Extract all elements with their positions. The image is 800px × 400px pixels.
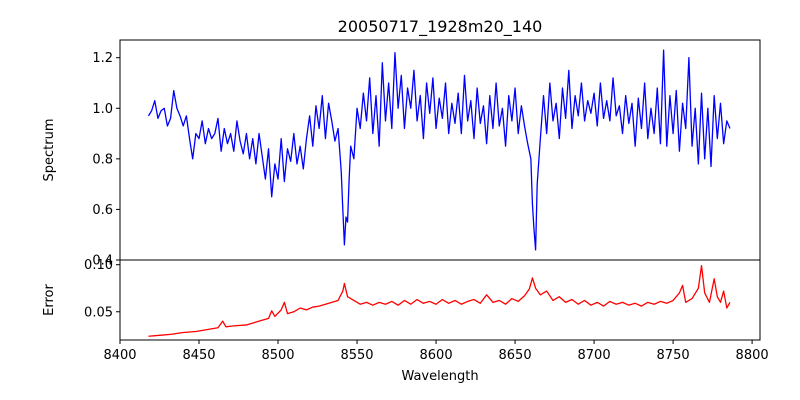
error-axes-frame bbox=[119, 259, 761, 341]
error-y-tick-label: 0.10 bbox=[84, 258, 113, 273]
x-tick-label: 8750 bbox=[657, 348, 690, 363]
x-tick-label: 8650 bbox=[499, 348, 532, 363]
error-panel: 0.05 0.10 8400 8450 8500 8550 8600 8650 8700 8750… bbox=[84, 258, 769, 363]
spectrum-series-line bbox=[147, 49, 731, 251]
x-tick-label: 8450 bbox=[182, 348, 215, 363]
error-series-line bbox=[148, 265, 731, 337]
spectrum-y-tick-label: 1.0 bbox=[92, 102, 113, 117]
x-tick-label: 8550 bbox=[340, 348, 373, 363]
x-axis-label: Wavelength bbox=[401, 369, 478, 384]
error-y-tick-label: 0.05 bbox=[84, 305, 113, 320]
x-tick-label: 8800 bbox=[736, 348, 769, 363]
x-tick-label: 8500 bbox=[261, 348, 294, 363]
x-tick-label: 8700 bbox=[578, 348, 611, 363]
spectrum-y-axis-label: Spectrum bbox=[42, 119, 57, 182]
x-tick-label: 8600 bbox=[420, 348, 453, 363]
spectrum-y-tick-label: 0.4 bbox=[92, 254, 113, 269]
x-tick-label: 8400 bbox=[103, 348, 136, 363]
spectrum-y-tick-label: 0.6 bbox=[92, 203, 113, 218]
spectrum-y-tick-label: 1.2 bbox=[92, 51, 113, 66]
error-y-axis-label: Error bbox=[42, 284, 57, 316]
chart-title: 20050717_1928m20_140 bbox=[338, 17, 543, 37]
spectrum-y-tick-label: 0.8 bbox=[92, 152, 113, 167]
